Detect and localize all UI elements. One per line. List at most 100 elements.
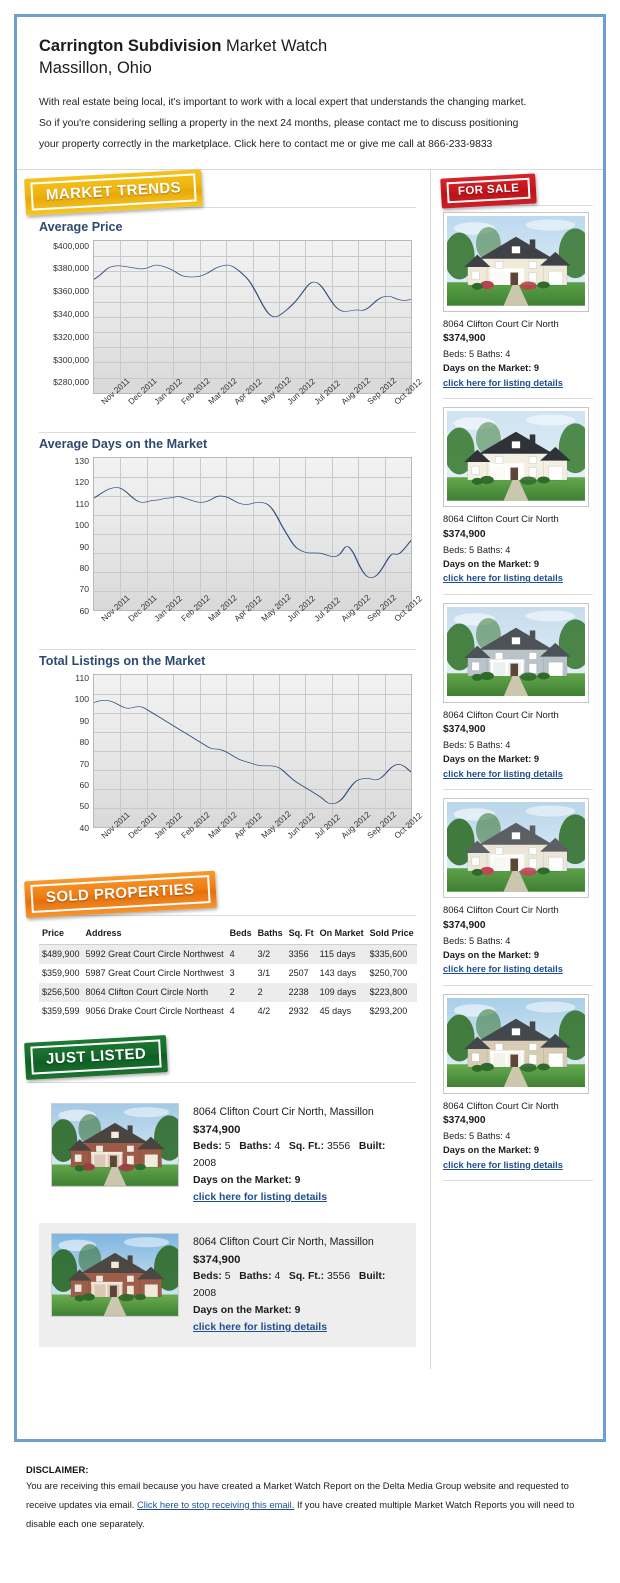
cell-on-market: 45 days — [319, 1006, 352, 1017]
col-sqft: Sq. Ft — [285, 923, 317, 945]
listing-info: 8064 Clifton Court Cir North $374,900 Be… — [443, 317, 593, 390]
listing-days-on-market: Days on the Market: 9 — [443, 1145, 540, 1156]
for-sale-card[interactable]: 8064 Clifton Court Cir North $374,900 Be… — [443, 211, 593, 400]
y-tick-label: $300,000 — [53, 354, 89, 365]
baths-value: 4 — [274, 1141, 281, 1153]
beds-value: 5 — [224, 1141, 231, 1153]
listing-details-link[interactable]: click here for listing details — [443, 1159, 563, 1170]
y-tick-label: 130 — [74, 456, 89, 467]
y-tick-label: 70 — [79, 758, 89, 769]
sqft-label: Sq. Ft.: — [288, 1271, 325, 1283]
sold-properties-badge-label: SOLD PROPERTIES — [30, 874, 211, 913]
listing-price: $374,900 — [443, 1115, 486, 1127]
listing-photo[interactable] — [443, 993, 589, 1094]
listing-details-link[interactable]: click here for listing details — [193, 1191, 327, 1203]
table-header-row: Price Address Beds Baths Sq. Ft On Marke… — [39, 923, 417, 945]
col-beds: Beds — [226, 923, 255, 945]
report-frame: Carrington Subdivision Market Watch Mass… — [14, 14, 606, 1442]
y-tick-label: 50 — [79, 801, 89, 812]
col-on-market: On Market — [316, 923, 367, 945]
y-tick-label: $340,000 — [53, 308, 89, 319]
listing-address: 8064 Clifton Court Cir North — [443, 708, 559, 720]
listing-photo[interactable] — [443, 211, 589, 312]
listing-details-link[interactable]: click here for listing details — [443, 573, 563, 584]
cell-sold-price: $335,600 — [369, 949, 408, 960]
listing-photo[interactable] — [443, 602, 589, 703]
unsubscribe-link[interactable]: Click here to stop receiving this email. — [137, 1498, 295, 1510]
disclaimer-title: DISCLAIMER: — [26, 1464, 89, 1475]
chart-title-average-price: Average Price — [39, 219, 123, 234]
cell-sqft: 3356 — [288, 949, 309, 960]
intro-text: With real estate being local, it's impor… — [39, 92, 581, 155]
listing-address: 8064 Clifton Court Cir North — [443, 904, 559, 916]
for-sale-badge: FOR SALE — [440, 173, 538, 209]
main-column: MARKET TRENDS Average Price — [17, 168, 430, 1369]
sold-properties-section-header: SOLD PROPERTIES — [17, 870, 430, 924]
chart-average-price: Average Price — [17, 220, 430, 432]
baths-label: Baths: — [239, 1271, 272, 1283]
y-tick-label: 100 — [74, 520, 89, 531]
listing-details-link[interactable]: click here for listing details — [443, 377, 563, 388]
for-sale-card[interactable]: 8064 Clifton Court Cir North $374,900 Be… — [443, 993, 593, 1182]
page-title: Carrington Subdivision Market Watch — [39, 35, 581, 57]
cell-beds: 4 — [229, 949, 235, 960]
chart-average-days-on-market: Average Days on the Market — [17, 437, 430, 649]
listing-specs: Beds: 5 Baths: 4 Sq. Ft.: 3556 Built: 20… — [193, 1139, 404, 1173]
for-sale-rule — [443, 204, 593, 206]
for-sale-list: 8064 Clifton Court Cir North $374,900 Be… — [431, 211, 603, 1199]
cell-beds: 4 — [229, 1006, 235, 1017]
y-tick-label: 90 — [79, 715, 89, 726]
listing-photo[interactable] — [443, 407, 589, 508]
y-tick-label: 40 — [79, 822, 89, 833]
sqft-value: 3556 — [327, 1141, 351, 1153]
listing-info: 8064 Clifton Court Cir North, Massillon … — [193, 1233, 404, 1337]
listing-details-link[interactable]: click here for listing details — [443, 768, 563, 779]
listing-beds-baths: Beds: 5 Baths: 4 — [443, 1131, 511, 1142]
listing-photo[interactable] — [51, 1102, 179, 1187]
for-sale-card[interactable]: 8064 Clifton Court Cir North $374,900 Be… — [443, 407, 593, 595]
plot-total-listings — [93, 673, 412, 828]
sqft-label: Sq. Ft.: — [288, 1141, 325, 1153]
sold-properties-rule — [27, 914, 416, 916]
market-trends-badge: MARKET TRENDS — [24, 168, 204, 216]
y-tick-label: 100 — [74, 694, 89, 705]
y-tick-label: 60 — [79, 780, 89, 791]
cell-baths: 3/2 — [257, 949, 271, 960]
disclaimer: DISCLAIMER: You are receiving this email… — [26, 1464, 594, 1533]
listing-info: 8064 Clifton Court Cir North $374,900 Be… — [443, 1099, 593, 1172]
listing-details-link[interactable]: click here for listing details — [443, 964, 563, 975]
intro-line-3: your property correctly in the marketpla… — [39, 138, 493, 150]
listing-price: $374,900 — [193, 1253, 241, 1266]
cell-sold-price: $223,800 — [369, 987, 408, 998]
listing-days-on-market: Days on the Market: 9 — [443, 754, 540, 765]
just-listed-item[interactable]: 8064 Clifton Court Cir North, Massillon … — [39, 1093, 416, 1217]
listing-beds-baths: Beds: 5 Baths: 4 — [443, 935, 511, 946]
just-listed-item[interactable]: 8064 Clifton Court Cir North, Massillon … — [39, 1222, 416, 1347]
beds-value: 5 — [224, 1271, 231, 1283]
for-sale-card[interactable]: 8064 Clifton Court Cir North $374,900 Be… — [443, 798, 593, 986]
listing-beds-baths: Beds: 5 Baths: 4 — [443, 740, 511, 751]
just-listed-section-header: JUST LISTED — [17, 1034, 430, 1091]
listing-info: 8064 Clifton Court Cir North $374,900 Be… — [443, 708, 593, 781]
listing-photo[interactable] — [443, 798, 589, 899]
for-sale-section-header: FOR SALE — [431, 170, 603, 212]
chart-area-average-price: $400,000 $380,000 $360,000 $340,000 $320,000… — [39, 239, 423, 432]
listing-info: 8064 Clifton Court Cir North $374,900 Be… — [443, 512, 593, 585]
listing-photo[interactable] — [51, 1232, 179, 1317]
just-listed-list: 8064 Clifton Court Cir North, Massillon … — [17, 1091, 430, 1369]
cell-on-market: 115 days — [319, 949, 356, 960]
cell-sold-price: $250,700 — [369, 968, 408, 979]
col-address: Address — [82, 923, 227, 945]
report-body: MARKET TRENDS Average Price — [17, 168, 603, 1369]
y-tick-label: 110 — [75, 673, 89, 684]
page-title-suffix: Market Watch — [221, 37, 328, 55]
chart-title-total-listings: Total Listings on the Market — [39, 653, 206, 668]
cell-address: 5987 Great Court Circle Northwest — [85, 968, 224, 979]
listing-details-link[interactable]: click here for listing details — [193, 1321, 327, 1333]
cell-price: $359,599 — [42, 1006, 80, 1017]
series-line-average-days — [94, 487, 411, 578]
table-row: $256,500 8064 Clifton Court Circle North 2… — [39, 982, 417, 1002]
cell-sqft: 2507 — [288, 968, 309, 979]
for-sale-card[interactable]: 8064 Clifton Court Cir North $374,900 Be… — [443, 602, 593, 791]
listing-beds-baths: Beds: 5 Baths: 4 — [443, 544, 511, 555]
